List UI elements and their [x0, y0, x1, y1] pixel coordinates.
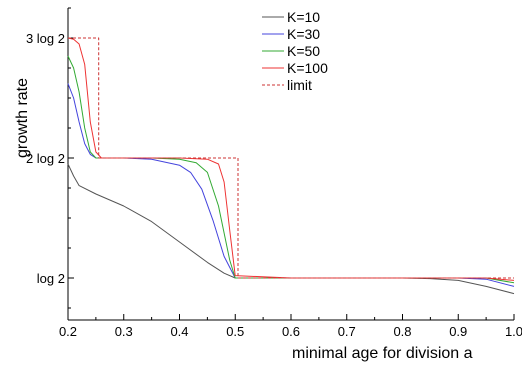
legend-label: K=30: [287, 26, 320, 42]
series-line-limit: [68, 37, 514, 279]
series-line-k-10: [67, 163, 515, 295]
y-tick-label: 2 log 2: [26, 151, 65, 166]
x-tick-label: 0.6: [282, 324, 300, 339]
series-line-k-30: [67, 83, 515, 287]
legend-label: K=50: [287, 43, 320, 59]
x-tick-label: 0.4: [170, 324, 188, 339]
x-tick-label: 0.8: [393, 324, 411, 339]
x-tick-label: 0.5: [226, 324, 244, 339]
x-tick-label: 0.3: [115, 324, 133, 339]
y-axis-label: growth rate: [14, 78, 31, 158]
legend-label: K=100: [287, 60, 328, 76]
legend-label: K=10: [287, 9, 320, 25]
x-axis-label: minimal age for division a: [292, 345, 473, 362]
y-tick-label: log 2: [37, 271, 65, 286]
y-tick-label: 3 log 2: [26, 31, 65, 46]
x-tick-label: 0.2: [59, 324, 77, 339]
x-tick-label: 0.9: [449, 324, 467, 339]
legend-label: limit: [287, 77, 312, 93]
x-tick-label: 0.7: [338, 324, 356, 339]
x-tick-label: 1.0: [505, 324, 522, 339]
